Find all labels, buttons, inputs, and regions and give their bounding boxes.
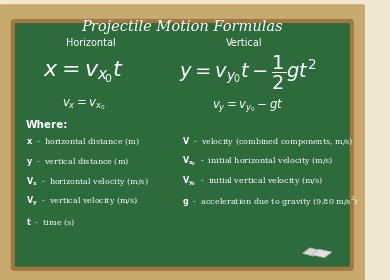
Text: Horizontal: Horizontal [66, 38, 116, 48]
Text: Where:: Where: [25, 120, 68, 130]
Polygon shape [303, 248, 321, 256]
Text: $v_x = v_{x_0}$: $v_x = v_{x_0}$ [62, 98, 106, 112]
Polygon shape [312, 249, 332, 258]
Text: $\mathbf{V_{y_0}}$  -  initial vertical velocity (m/s): $\mathbf{V_{y_0}}$ - initial vertical ve… [182, 175, 323, 188]
FancyBboxPatch shape [13, 21, 352, 269]
Text: $v_y = v_{y_0} - gt$: $v_y = v_{y_0} - gt$ [212, 97, 284, 113]
Text: $\mathbf{V_x}$  -  horizontal velocity (m/s): $\mathbf{V_x}$ - horizontal velocity (m/… [25, 175, 148, 188]
Text: $y = v_{y_{\!0}}t - \dfrac{1}{2}gt^2$: $y = v_{y_{\!0}}t - \dfrac{1}{2}gt^2$ [179, 54, 317, 92]
Text: $\mathbf{x}$  -  horizontal distance (m): $\mathbf{x}$ - horizontal distance (m) [25, 136, 139, 146]
Text: $\mathbf{V_y}$  -  vertical velocity (m/s): $\mathbf{V_y}$ - vertical velocity (m/s) [25, 195, 138, 208]
Text: Projectile Motion Formulas: Projectile Motion Formulas [82, 20, 283, 34]
Text: $\mathbf{V_{x_0}}$  -  initial horizontal velocity (m/s): $\mathbf{V_{x_0}}$ - initial horizontal … [182, 155, 334, 168]
Text: Vertical: Vertical [226, 38, 262, 48]
Text: $\mathbf{y}$  -  vertical distance (m): $\mathbf{y}$ - vertical distance (m) [25, 156, 129, 167]
Text: $x = v_{x_{\!0}}t$: $x = v_{x_{\!0}}t$ [43, 60, 124, 85]
Text: $\mathbf{g}$  -  acceleration due to gravity (9.80 m/s$^2$): $\mathbf{g}$ - acceleration due to gravi… [182, 195, 359, 209]
FancyBboxPatch shape [0, 11, 365, 277]
Text: $\mathbf{V}$  -  velocity (combined components, m/s): $\mathbf{V}$ - velocity (combined compon… [182, 135, 354, 148]
Text: $\mathbf{t}$  -  time (s): $\mathbf{t}$ - time (s) [25, 216, 74, 228]
